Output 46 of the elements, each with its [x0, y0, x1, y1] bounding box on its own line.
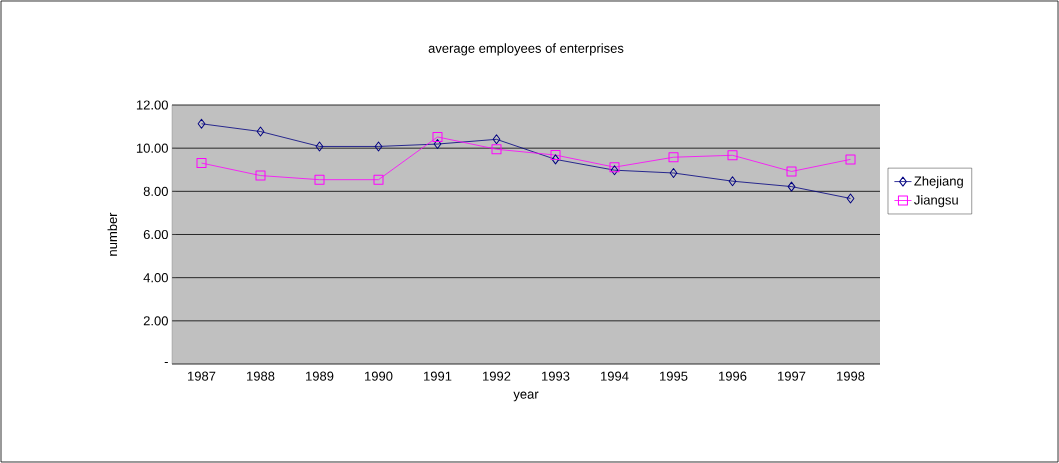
- x-tick-label: 1992: [483, 371, 511, 381]
- point: [727, 150, 738, 161]
- y-axis-title: number: [107, 212, 118, 256]
- point: [845, 154, 856, 165]
- legend-label: Jiangsu: [914, 195, 958, 208]
- point: [787, 181, 796, 192]
- x-tick-label: 1987: [188, 371, 216, 381]
- x-tick-label: 1998: [837, 371, 865, 381]
- point: [786, 166, 797, 177]
- x-tick-label: 1988: [247, 371, 275, 381]
- x-tick-label: 1995: [660, 371, 688, 381]
- y-tick-label: -: [164, 362, 168, 364]
- point: [432, 131, 443, 142]
- y-tick-label: 8.00: [143, 186, 168, 196]
- point: [492, 134, 501, 145]
- y-tick-label: 2.00: [143, 316, 168, 326]
- point: [197, 118, 206, 129]
- chart-title: average employees of enterprises: [428, 43, 624, 56]
- x-tick-label: 1989: [306, 371, 334, 381]
- x-tick-label: 1997: [778, 371, 806, 381]
- point: [256, 126, 265, 137]
- point: [196, 158, 207, 169]
- point: [433, 139, 442, 150]
- x-tick-label: 1990: [365, 371, 393, 381]
- y-tick-label: 6.00: [143, 229, 168, 240]
- x-axis-title: year: [513, 391, 539, 402]
- x-tick-label: 1991: [424, 371, 452, 381]
- point: [315, 141, 324, 152]
- point: [669, 167, 678, 178]
- y-tick-label: 10.00: [136, 143, 168, 153]
- point: [255, 170, 266, 181]
- point: [551, 154, 560, 165]
- x-tick-label: 1993: [542, 371, 570, 381]
- point: [668, 152, 679, 163]
- point: [728, 176, 737, 187]
- point: [374, 141, 383, 152]
- y-tick-label: 4.00: [143, 273, 168, 283]
- y-tick-label: 12.00: [136, 100, 168, 110]
- x-tick-label: 1996: [719, 371, 747, 381]
- point: [373, 174, 384, 185]
- point: [491, 144, 502, 155]
- point: [846, 193, 855, 204]
- x-tick-label: 1994: [601, 371, 629, 381]
- legend-label: Zhejiang: [914, 176, 963, 189]
- point: [314, 174, 325, 185]
- point: [550, 150, 561, 161]
